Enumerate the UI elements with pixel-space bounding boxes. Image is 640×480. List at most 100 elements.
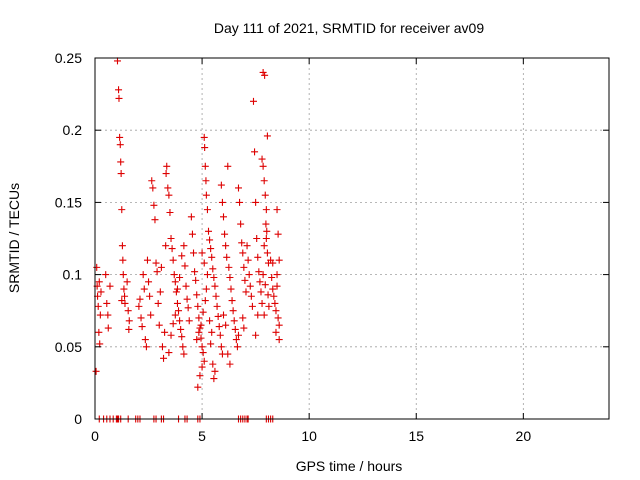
x-tick-label: 15 (408, 428, 424, 444)
data-point (113, 57, 121, 65)
data-point (224, 162, 232, 170)
data-point (176, 273, 184, 281)
data-point (102, 271, 110, 279)
data-point (124, 307, 132, 315)
data-point (155, 321, 163, 329)
data-point (191, 268, 199, 276)
data-point (275, 321, 283, 329)
data-point (220, 311, 227, 319)
data-point (206, 317, 214, 325)
data-point (234, 331, 242, 339)
x-tick-labels: 0 5 10 15 20 (91, 428, 531, 444)
data-point (241, 276, 249, 284)
data-point (226, 360, 234, 368)
data-point (106, 282, 114, 290)
data-point (171, 311, 179, 319)
data-point (206, 236, 214, 244)
data-point (199, 349, 207, 357)
data-point (217, 181, 225, 189)
data-point (97, 288, 105, 296)
data-point (195, 314, 203, 322)
data-point (249, 97, 257, 105)
data-point (177, 325, 185, 333)
data-point (229, 307, 237, 315)
data-point (125, 325, 133, 333)
data-points (92, 57, 283, 423)
data-point (95, 278, 103, 286)
data-point (202, 191, 210, 199)
data-point (175, 307, 183, 315)
data-point (202, 177, 210, 185)
data-point (275, 256, 283, 264)
data-point (216, 331, 224, 339)
chart-title: Day 111 of 2021, SRMTID for receiver av0… (214, 20, 484, 36)
data-point (201, 144, 209, 152)
data-point (230, 317, 238, 325)
data-point (180, 242, 188, 250)
data-point (258, 155, 266, 163)
data-point (194, 383, 202, 391)
data-point (258, 299, 266, 307)
data-point (259, 271, 267, 279)
data-point (271, 299, 279, 307)
data-point (143, 256, 151, 264)
data-point (115, 86, 123, 94)
data-point (142, 343, 150, 351)
data-point (209, 265, 217, 273)
data-point (103, 299, 111, 307)
data-point (218, 198, 226, 206)
data-point (209, 360, 217, 368)
data-point (96, 340, 104, 348)
data-point (240, 263, 248, 271)
data-point (164, 184, 172, 192)
data-point (94, 302, 102, 310)
data-point (212, 292, 220, 300)
data-point (104, 324, 112, 332)
data-point (121, 292, 129, 300)
data-point (214, 312, 222, 320)
data-point (116, 133, 124, 141)
y-tick-label: 0.15 (55, 194, 82, 210)
y-tick-label: 0.25 (55, 50, 82, 66)
data-point (244, 256, 252, 264)
data-point (167, 331, 175, 339)
data-point (257, 288, 265, 296)
data-point (208, 328, 216, 336)
data-point (262, 206, 270, 214)
data-point (228, 297, 236, 305)
data-point (176, 317, 184, 325)
data-point (119, 271, 127, 279)
data-point (117, 158, 125, 166)
data-point (165, 349, 173, 357)
data-point (185, 317, 193, 325)
data-point (203, 206, 211, 214)
data-point (261, 71, 269, 79)
data-point (118, 297, 126, 305)
data-point (161, 328, 169, 336)
data-point (200, 133, 208, 141)
data-point (213, 302, 221, 310)
data-point (200, 357, 208, 365)
data-point (217, 343, 225, 351)
data-point (198, 343, 206, 351)
data-point (210, 375, 218, 383)
data-point (238, 239, 246, 247)
data-point (184, 304, 192, 312)
x-tick-label: 5 (198, 428, 206, 444)
data-point (115, 94, 123, 102)
data-point (263, 227, 271, 235)
axis-ticks (94, 57, 609, 420)
data-point (146, 292, 154, 300)
data-point (153, 268, 161, 276)
data-point (118, 206, 126, 214)
y-tick-label: 0.2 (63, 122, 83, 138)
data-point (166, 209, 174, 217)
data-point (173, 285, 181, 293)
data-point (220, 213, 227, 221)
data-point (150, 201, 158, 209)
data-point (171, 278, 179, 286)
data-point (162, 242, 170, 250)
data-point (168, 245, 176, 253)
data-point (232, 336, 240, 344)
